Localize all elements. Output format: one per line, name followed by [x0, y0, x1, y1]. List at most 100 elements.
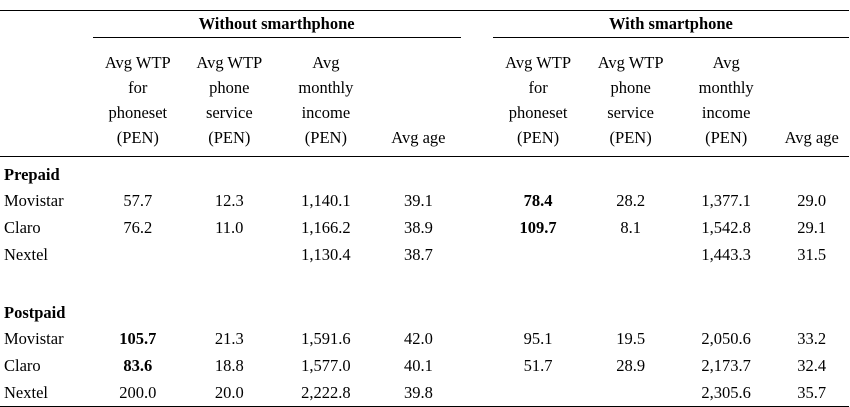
- table-cell: 76.2: [123, 217, 153, 237]
- column-header-line: Avg WTP: [505, 53, 572, 72]
- column-header-line: Avg WTP: [597, 53, 664, 72]
- column-header-line: phone: [209, 78, 250, 97]
- wtp-table: Without smarthphone With smartphone Avg …: [0, 10, 849, 407]
- section-title: Prepaid: [4, 165, 60, 184]
- column-header-line: income: [701, 103, 751, 122]
- table-row: Claro 83.6 18.8 1,577.0 40.1 51.7 28.9 2,173.7 3…: [0, 352, 849, 379]
- table-cell: 105.7: [119, 328, 157, 348]
- table-cell: 31.5: [797, 244, 827, 264]
- group-header-with-smartphone: With smartphone: [492, 10, 849, 38]
- table-row: Movistar 57.7 12.3 1,140.1 39.1 78.4 28.2 1,377…: [0, 187, 849, 214]
- table-row: Claro 76.2 11.0 1,166.2 38.9 109.7 8.1 1,542.8 2…: [0, 214, 849, 241]
- column-header-line: (PEN): [116, 128, 159, 147]
- table-cell: 39.8: [376, 379, 461, 407]
- table-cell: 51.7: [523, 355, 553, 375]
- row-label: Nextel: [0, 379, 93, 407]
- table-cell: 2,305.6: [677, 379, 775, 407]
- column-header-without-3: Avg age: [376, 37, 461, 157]
- table-cell: 78.4: [523, 190, 553, 210]
- column-header-with-2: Avg monthly income (PEN): [677, 37, 775, 157]
- table-cell: 38.7: [403, 244, 433, 264]
- table-cell: 1,166.2: [301, 217, 351, 237]
- table-cell: 28.2: [616, 190, 646, 210]
- table-cell: [583, 379, 678, 407]
- table-cell: 1,542.8: [701, 217, 751, 237]
- column-header-line: phone: [610, 78, 651, 97]
- column-header-without-1: Avg WTP phone service (PEN): [183, 37, 276, 157]
- column-header-line: (PEN): [705, 128, 748, 147]
- column-header-line: service: [205, 103, 253, 122]
- column-header-line: monthly: [298, 78, 354, 97]
- column-header-line: (PEN): [609, 128, 652, 147]
- table-cell: [492, 379, 584, 407]
- column-header-line: (PEN): [304, 128, 347, 147]
- column-header-row: Avg WTP for phoneset (PEN) Avg WTP phone servi…: [0, 37, 849, 157]
- table-cell: 1,377.1: [701, 190, 751, 210]
- table-cell: 2,222.8: [275, 379, 377, 407]
- section-title: Postpaid: [4, 303, 66, 322]
- column-header-line: service: [607, 103, 654, 122]
- group-header-without-smartphone: Without smarthphone: [92, 10, 461, 38]
- column-header-line: Avg: [312, 53, 340, 72]
- table-cell: 19.5: [616, 328, 646, 348]
- column-header-line: Avg age: [784, 128, 839, 147]
- row-label: Nextel: [4, 244, 48, 264]
- row-label: Claro: [4, 355, 41, 375]
- table-cell: 1,577.0: [301, 355, 351, 375]
- section-header-row: Postpaid: [0, 295, 849, 325]
- column-header-line: (PEN): [517, 128, 560, 147]
- column-header-with-3: Avg age: [774, 37, 849, 157]
- column-header-line: Avg age: [391, 128, 446, 147]
- table-cell: 1,130.4: [301, 244, 351, 264]
- column-header-line: Avg: [712, 53, 740, 72]
- table-cell: 18.8: [214, 355, 244, 375]
- table-cell: 57.7: [123, 190, 153, 210]
- section-header-row: Prepaid: [0, 157, 849, 188]
- table-cell: 200.0: [92, 379, 184, 407]
- column-header-without-2: Avg monthly income (PEN): [275, 37, 377, 157]
- table-cell: 28.9: [616, 355, 646, 375]
- table-cell: 83.6: [123, 355, 153, 375]
- column-header-with-1: Avg WTP phone service (PEN): [583, 37, 678, 157]
- group-header-row: Without smarthphone With smartphone: [0, 10, 849, 38]
- column-header-with-0: Avg WTP for phoneset (PEN): [492, 37, 584, 157]
- row-label: Movistar: [4, 190, 64, 210]
- table-cell: 11.0: [215, 217, 244, 237]
- table-cell: 1,140.1: [301, 190, 351, 210]
- table-row: Movistar 105.7 21.3 1,591.6 42.0 95.1 19.5 2,05…: [0, 325, 849, 352]
- column-header-line: for: [128, 78, 148, 97]
- table-cell: 20.0: [183, 379, 276, 407]
- column-header-line: monthly: [698, 78, 754, 97]
- table-cell: 35.7: [774, 379, 849, 407]
- table-row: Nextel 1,130.4 38.7 1,443.3 31.5: [0, 241, 849, 268]
- column-header-line: Avg WTP: [196, 53, 263, 72]
- table-cell: 2,050.6: [701, 328, 751, 348]
- column-header-line: (PEN): [208, 128, 251, 147]
- column-header-line: for: [528, 78, 548, 97]
- table-cell: [183, 241, 276, 268]
- table-cell: 95.1: [523, 328, 553, 348]
- table-cell: 8.1: [620, 217, 641, 237]
- table-cell: [493, 241, 584, 268]
- column-header-without-0: Avg WTP for phoneset (PEN): [92, 37, 184, 157]
- table-cell: 29.1: [797, 217, 827, 237]
- column-header-line: phoneset: [508, 103, 568, 122]
- table-cell: 40.1: [403, 355, 433, 375]
- table-row: Nextel 200.0 20.0 2,222.8 39.8 2,305.6 35.7: [0, 379, 849, 407]
- table-cell: [93, 241, 184, 268]
- column-header-line: Avg WTP: [104, 53, 171, 72]
- table-cell: 39.1: [403, 190, 433, 210]
- table-cell: 42.0: [403, 328, 433, 348]
- table-cell: 1,443.3: [701, 244, 751, 264]
- table-cell: 29.0: [797, 190, 827, 210]
- table-cell: 33.2: [797, 328, 827, 348]
- table-cell: 109.7: [519, 217, 557, 237]
- column-header-line: income: [301, 103, 351, 122]
- table-cell: 21.3: [214, 328, 244, 348]
- table-cell: 1,591.6: [301, 328, 351, 348]
- table-cell: 38.9: [403, 217, 433, 237]
- column-header-line: phoneset: [108, 103, 168, 122]
- row-label: Claro: [4, 217, 41, 237]
- table-cell: 2,173.7: [701, 355, 751, 375]
- table-cell: 12.3: [214, 190, 244, 210]
